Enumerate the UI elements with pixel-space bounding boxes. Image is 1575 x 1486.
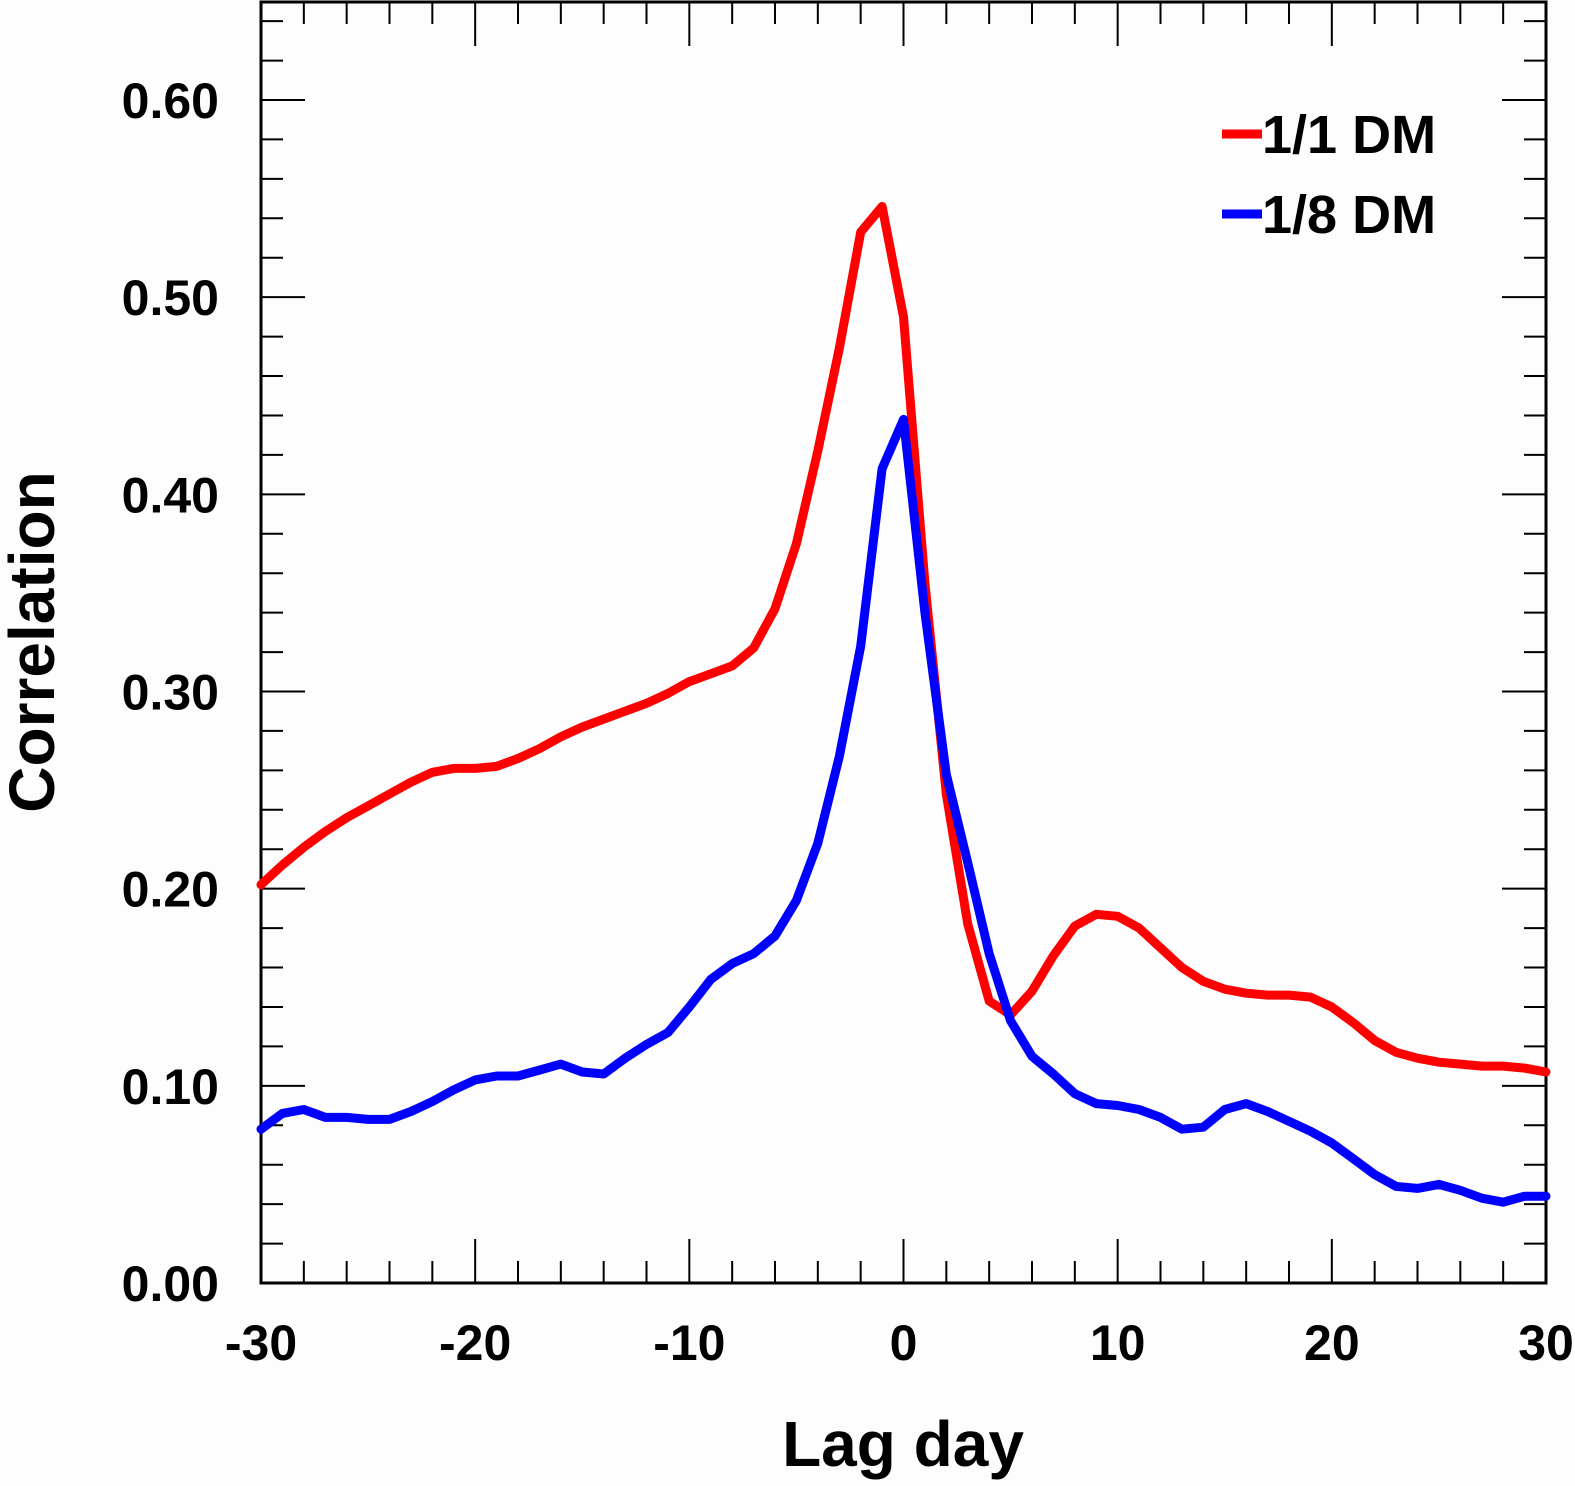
x-tick-label: 20	[1304, 1315, 1360, 1371]
axis-ticks	[260, 2, 1547, 1284]
series-lines	[256, 202, 1551, 1207]
x-axis-title: Lag day	[782, 1408, 1024, 1480]
y-tick-label: 0.60	[122, 73, 219, 129]
x-tick-label: -30	[225, 1315, 297, 1371]
x-tick-label: -10	[653, 1315, 725, 1371]
x-tick-label: 0	[890, 1315, 918, 1371]
y-tick-label: 0.40	[122, 467, 219, 523]
x-tick-label: -20	[439, 1315, 511, 1371]
series-line	[256, 202, 1551, 1077]
y-tick-label: 0.50	[122, 270, 219, 326]
y-tick-label: 0.00	[122, 1256, 219, 1312]
x-tick-label: 30	[1518, 1315, 1574, 1371]
legend-label: 1/8 DM	[1262, 185, 1436, 245]
legend-label: 1/1 DM	[1262, 105, 1436, 165]
y-tick-label: 0.20	[122, 862, 219, 918]
y-tick-label: 0.30	[122, 665, 219, 721]
x-tick-label: 10	[1090, 1315, 1146, 1371]
series-line	[256, 414, 1551, 1207]
y-axis-title: Correlation	[0, 471, 68, 812]
y-tick-label: 0.10	[122, 1059, 219, 1115]
tick-labels: -30 -20 -10 0 10 20 30 0.00 0.10 0.20 0.30 0.40 0.50…	[122, 73, 1574, 1371]
legend: 1/1 DM 1/8 DM	[1222, 105, 1436, 245]
